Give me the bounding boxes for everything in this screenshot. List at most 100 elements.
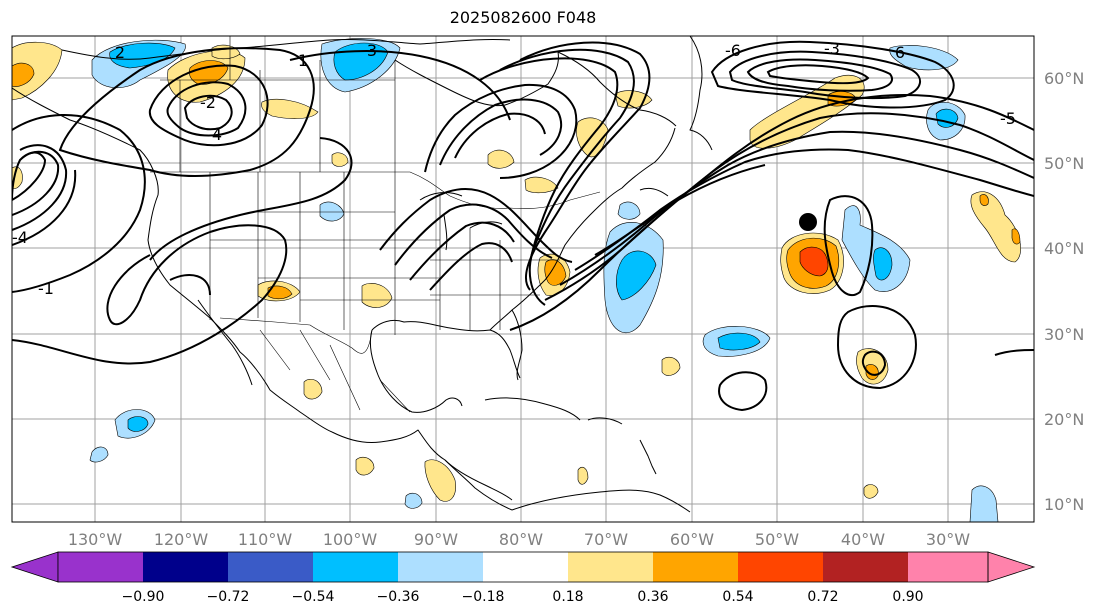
contour-nw-low-3 bbox=[183, 94, 233, 131]
contour-ca bbox=[149, 137, 353, 261]
fill-light-blue-s2 bbox=[404, 492, 423, 509]
colorbar-tick-labels: −0.90 −0.72 −0.54 −0.36 −0.18 0.18 0.36 … bbox=[122, 589, 924, 605]
gulf-coast bbox=[371, 319, 521, 379]
contour-label: -5 bbox=[1000, 109, 1016, 128]
florida bbox=[489, 309, 523, 381]
lat-label: 60°N bbox=[1044, 69, 1084, 88]
contour-pac-4 bbox=[12, 144, 68, 231]
contour-nw-low-2 bbox=[166, 81, 247, 137]
fill-yellow-atl2 bbox=[661, 356, 681, 376]
lon-label: 110°W bbox=[238, 530, 293, 549]
contour-label: 3 bbox=[367, 41, 377, 60]
contour-sub-2 bbox=[861, 350, 887, 376]
colorbar-tick: −0.36 bbox=[377, 589, 420, 605]
west-coast bbox=[12, 87, 333, 433]
contour-label: 2 bbox=[115, 43, 125, 62]
map-plot-area: 1 2 3 4 6 -1 -2 -3 -4 -5 -6 bbox=[12, 36, 1034, 522]
contour-sub-1 bbox=[836, 305, 917, 390]
contour-gl-4 bbox=[429, 242, 513, 291]
lon-label: 50°W bbox=[755, 530, 799, 549]
fill-light-blue-east1 bbox=[841, 205, 911, 292]
colorbar-tick: 0.72 bbox=[807, 589, 838, 605]
colorbar-bin bbox=[823, 552, 908, 582]
fill-orange-alaska bbox=[12, 62, 35, 87]
fill-yellow-gl bbox=[487, 149, 515, 169]
fill-orange-sw bbox=[267, 285, 293, 300]
map-title: 2025082600 F048 bbox=[449, 8, 597, 27]
contour-label: 1 bbox=[298, 51, 308, 70]
lon-label: 60°W bbox=[670, 530, 714, 549]
fill-light-blue-s bbox=[969, 485, 999, 522]
lon-label: 100°W bbox=[323, 530, 378, 549]
contour-ne-2 bbox=[439, 98, 563, 166]
contour-label: -3 bbox=[824, 39, 840, 58]
baja bbox=[197, 299, 253, 386]
east-coast bbox=[511, 127, 676, 311]
fill-mid-blue-east bbox=[873, 247, 893, 281]
us-mexico-border bbox=[219, 317, 373, 354]
longitude-labels: 130°W 120°W 110°W 100°W 90°W 80°W 70°W 6… bbox=[68, 530, 970, 549]
fill-yellow-nw3 bbox=[261, 99, 319, 119]
contour-nw-outer bbox=[58, 47, 315, 178]
arctic-coast bbox=[61, 38, 511, 60]
lon-label: 30°W bbox=[926, 530, 970, 549]
lat-label: 20°N bbox=[1044, 410, 1084, 429]
contour-right-1 bbox=[994, 349, 1034, 356]
colorbar-bin bbox=[228, 552, 313, 582]
contour-pac-3 bbox=[12, 150, 60, 216]
political-borders bbox=[150, 36, 601, 413]
mexico-states bbox=[259, 329, 411, 413]
contour-gl-2 bbox=[394, 203, 553, 266]
contour-ne-1 bbox=[424, 83, 578, 179]
lon-label: 130°W bbox=[68, 530, 123, 549]
colorbar-bin bbox=[653, 552, 738, 582]
contour-sub-3 bbox=[718, 371, 768, 412]
colorbar-extend-low bbox=[10, 551, 59, 583]
lat-label: 10°N bbox=[1044, 495, 1084, 514]
contour-sw bbox=[12, 224, 288, 365]
central-am bbox=[444, 459, 513, 511]
height-contours bbox=[12, 40, 1034, 412]
contour-label: -1 bbox=[38, 279, 54, 298]
lon-label: 40°W bbox=[841, 530, 885, 549]
contour-jet-5 bbox=[594, 164, 766, 256]
gl-superior bbox=[419, 192, 463, 201]
lat-label: 40°N bbox=[1044, 239, 1084, 258]
contour-jet-1 bbox=[509, 94, 1034, 331]
lat-label: 50°N bbox=[1044, 154, 1084, 173]
lon-label: 90°W bbox=[414, 530, 458, 549]
contour-ne-high-1 bbox=[710, 40, 955, 109]
contour-nw-low-1 bbox=[148, 64, 269, 147]
lat-label: 30°N bbox=[1044, 325, 1084, 344]
cuba bbox=[484, 397, 581, 421]
contour-trough-1 bbox=[519, 41, 651, 291]
fill-orange-fe2 bbox=[979, 194, 989, 206]
contour-sw-2 bbox=[169, 274, 211, 296]
nova-scotia bbox=[639, 187, 669, 197]
south-am bbox=[511, 489, 691, 513]
fill-yellow-pac2 bbox=[355, 456, 375, 476]
colorbar-tick: 0.18 bbox=[552, 589, 583, 605]
colorbar-tick: 0.36 bbox=[637, 589, 668, 605]
contour-east-cutoff bbox=[823, 195, 874, 297]
labrador bbox=[557, 51, 677, 127]
state-lines bbox=[209, 172, 560, 335]
colorbar-bin bbox=[908, 552, 988, 582]
contour-pac-5 bbox=[12, 169, 77, 246]
fill-mid-blue-mid bbox=[717, 332, 761, 351]
fill-orange-fe bbox=[1011, 228, 1021, 245]
contour-jet-2 bbox=[544, 112, 1034, 301]
contour-trough-3 bbox=[479, 57, 619, 263]
gl-michigan bbox=[443, 214, 448, 251]
latitude-labels: 60°N 50°N 40°N 30°N 20°N 10°N bbox=[1044, 69, 1084, 514]
colorbar-tick: 0.90 bbox=[892, 589, 923, 605]
lon-label: 80°W bbox=[499, 530, 543, 549]
contour-ne-high-4 bbox=[766, 64, 870, 85]
fill-yellow-nw4 bbox=[331, 152, 349, 167]
fill-yellow-car bbox=[577, 466, 589, 485]
fill-yellow-atl3 bbox=[863, 484, 879, 499]
hispaniola bbox=[587, 417, 623, 425]
colorbar-tick: −0.72 bbox=[207, 589, 250, 605]
contour-label: 4 bbox=[212, 125, 222, 144]
fill-mid-blue-pac bbox=[127, 416, 149, 432]
